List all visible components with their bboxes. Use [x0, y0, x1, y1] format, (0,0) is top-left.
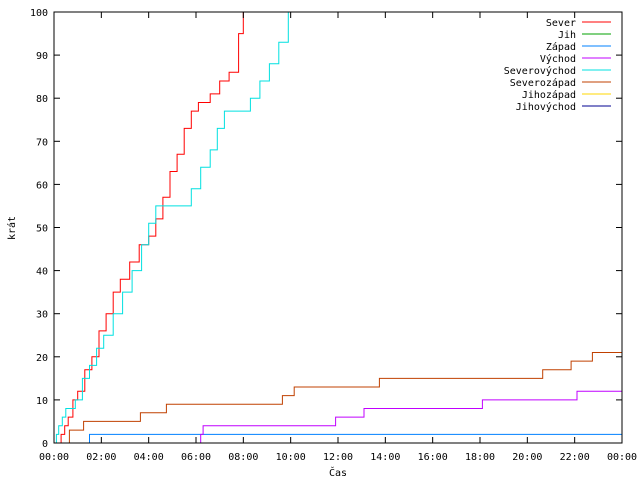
x-tick-label: 10:00 — [276, 452, 306, 463]
x-axis-label: Čas — [329, 466, 347, 479]
x-tick-label: 02:00 — [86, 452, 116, 463]
x-tick-label: 00:00 — [607, 452, 637, 463]
x-tick-label: 18:00 — [465, 452, 495, 463]
y-tick-label: 0 — [42, 439, 48, 450]
series-line-0 — [54, 12, 244, 444]
y-tick-label: 50 — [36, 224, 48, 235]
legend-label-2: Západ — [546, 41, 576, 53]
legend-label-7: Jihovýchod — [516, 101, 576, 113]
series-line-5 — [54, 352, 622, 444]
y-tick-label: 40 — [36, 267, 48, 278]
legend-label-6: Jihozápad — [522, 89, 576, 101]
legend-label-0: Sever — [546, 18, 576, 29]
y-tick-label: 80 — [36, 94, 48, 105]
x-tick-label: 06:00 — [181, 452, 211, 463]
x-tick-label: 16:00 — [418, 452, 448, 463]
x-tick-label: 22:00 — [560, 452, 590, 463]
y-tick-label: 20 — [36, 353, 48, 364]
x-tick-label: 08:00 — [228, 452, 258, 463]
legend-label-1: Jih — [558, 30, 576, 41]
y-tick-label: 70 — [36, 137, 48, 148]
legend-label-3: Východ — [540, 53, 576, 65]
x-tick-label: 00:00 — [39, 452, 69, 463]
legend: SeverJihZápadVýchodSeverovýchodSeverozáp… — [504, 18, 611, 113]
series-line-4 — [54, 12, 289, 444]
y-tick-label: 10 — [36, 396, 48, 407]
y-axis-label: krát — [6, 216, 18, 240]
y-tick-label: 100 — [30, 8, 48, 19]
axes: 0 10 20 30 40 50 60 70 80 90 100 00:00 02:00 04:00 06:… — [30, 8, 637, 463]
y-tick-label: 60 — [36, 180, 48, 191]
x-tick-label: 14:00 — [370, 452, 400, 463]
x-tick-label: 04:00 — [134, 452, 164, 463]
legend-label-5: Severozápad — [510, 77, 576, 89]
y-tick-label: 30 — [36, 310, 48, 321]
x-tick-label: 12:00 — [323, 452, 353, 463]
legend-label-4: Severovýchod — [504, 65, 576, 77]
x-tick-label: 20:00 — [512, 452, 542, 463]
series-line-3 — [54, 390, 622, 444]
y-tick-label: 90 — [36, 51, 48, 62]
